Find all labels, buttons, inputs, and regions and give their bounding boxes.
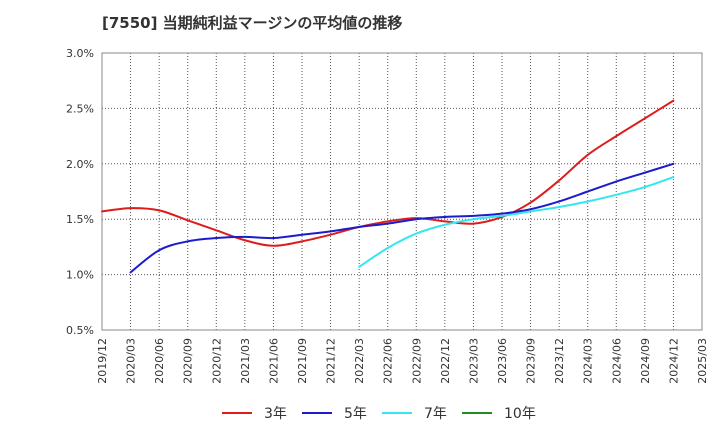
y-tick-label: 2.0% (66, 158, 94, 171)
x-tick-label: 2024/09 (639, 338, 652, 384)
x-tick-label: 2022/03 (353, 338, 366, 384)
x-tick-label: 2024/03 (582, 338, 595, 384)
x-tick-label: 2023/03 (467, 338, 480, 384)
x-tick-label: 2023/09 (525, 338, 538, 384)
x-tick-label: 2020/06 (153, 338, 166, 384)
legend-label: 3年 (264, 406, 287, 422)
series-line-2 (129, 162, 675, 274)
x-tick-label: 2021/06 (267, 338, 280, 384)
x-tick-label: 2025/03 (696, 338, 709, 384)
y-tick-label: 2.5% (66, 102, 94, 115)
y-tick-label: 3.0% (66, 47, 94, 60)
plot-frame (101, 52, 703, 331)
chart-title: [7550] 当期純利益マージンの平均値の推移 (102, 14, 403, 32)
x-tick-label: 2020/03 (125, 338, 138, 384)
legend-label: 5年 (344, 406, 367, 422)
x-tick-label: 2020/12 (210, 338, 223, 384)
x-tick-label: 2021/12 (325, 338, 338, 384)
x-tick-label: 2024/06 (610, 338, 623, 384)
y-tick-label: 0.5% (66, 324, 94, 337)
x-tick-label: 2022/12 (439, 338, 452, 384)
x-tick-label: 2023/12 (553, 338, 566, 384)
legend-label: 7年 (424, 406, 447, 422)
series-line-3 (358, 176, 675, 268)
legend-label: 10年 (504, 406, 536, 422)
y-tick-label: 1.5% (66, 213, 94, 226)
x-tick-label: 2019/12 (96, 338, 109, 384)
x-tick-label: 2022/09 (410, 338, 423, 384)
x-tick-label: 2020/09 (182, 338, 195, 384)
x-tick-label: 2022/06 (382, 338, 395, 384)
x-tick-label: 2021/09 (296, 338, 309, 384)
plot-area (102, 53, 702, 330)
x-tick-label: 2024/12 (667, 338, 680, 384)
y-tick-label: 1.0% (66, 269, 94, 282)
x-tick-label: 2021/03 (239, 338, 252, 384)
x-tick-label: 2023/06 (496, 338, 509, 384)
series-line-1 (101, 99, 675, 247)
